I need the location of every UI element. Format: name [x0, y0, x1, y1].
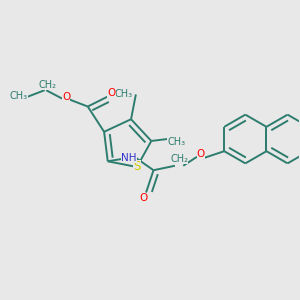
Text: CH₃: CH₃	[167, 137, 185, 147]
Text: CH₂: CH₂	[39, 80, 57, 90]
Text: O: O	[140, 194, 148, 203]
Text: O: O	[107, 88, 116, 98]
Text: S: S	[133, 160, 141, 173]
Text: CH₃: CH₃	[115, 89, 133, 99]
Text: O: O	[62, 92, 70, 102]
Text: CH₃: CH₃	[10, 91, 28, 101]
Text: O: O	[196, 149, 205, 160]
Text: CH₂: CH₂	[170, 154, 188, 164]
Text: NH: NH	[122, 153, 137, 163]
